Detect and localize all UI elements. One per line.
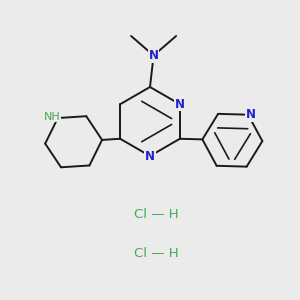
Text: N: N [245,108,256,121]
Text: N: N [145,149,155,163]
Text: N: N [175,98,185,111]
Text: NH: NH [44,112,61,122]
Text: N: N [148,49,159,62]
Text: Cl — H: Cl — H [134,247,178,260]
Text: Cl — H: Cl — H [134,208,178,221]
